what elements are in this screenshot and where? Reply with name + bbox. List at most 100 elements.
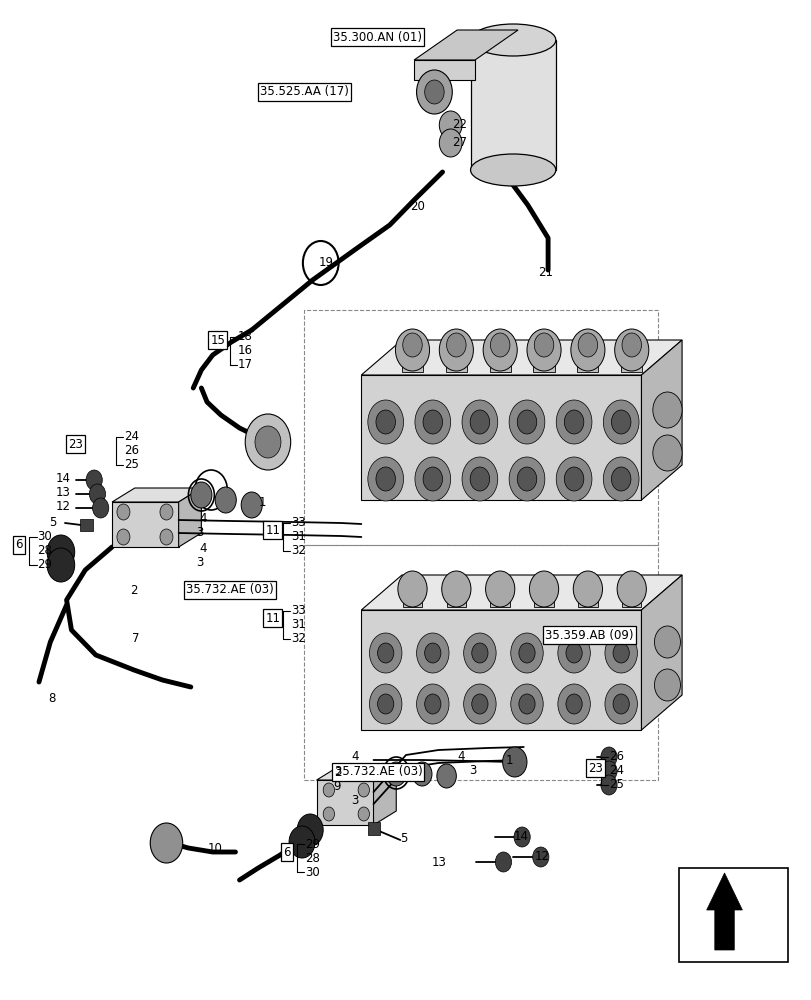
- Circle shape: [557, 633, 590, 673]
- Circle shape: [369, 684, 401, 724]
- Circle shape: [245, 414, 290, 470]
- Circle shape: [86, 470, 102, 490]
- Text: 9: 9: [333, 780, 341, 792]
- Bar: [445, 350, 466, 372]
- Ellipse shape: [151, 830, 182, 856]
- Circle shape: [502, 747, 526, 777]
- Circle shape: [358, 807, 369, 821]
- Text: 24: 24: [608, 764, 623, 778]
- Circle shape: [517, 467, 536, 491]
- Circle shape: [470, 410, 489, 434]
- Bar: [401, 350, 423, 372]
- Text: 4: 4: [200, 512, 207, 524]
- Text: 20: 20: [410, 200, 424, 214]
- Circle shape: [424, 80, 444, 104]
- Text: 24: 24: [124, 430, 139, 444]
- Text: 33: 33: [290, 604, 305, 617]
- Text: 5: 5: [400, 832, 407, 846]
- Circle shape: [386, 762, 406, 786]
- Text: 5: 5: [49, 516, 56, 530]
- Circle shape: [526, 329, 560, 371]
- Bar: [620, 350, 642, 372]
- Bar: [577, 350, 598, 372]
- Text: 3: 3: [351, 794, 358, 806]
- Circle shape: [150, 823, 182, 863]
- Circle shape: [495, 852, 511, 872]
- Circle shape: [463, 684, 496, 724]
- Text: 12: 12: [55, 499, 70, 512]
- Polygon shape: [641, 340, 681, 500]
- Circle shape: [603, 400, 638, 444]
- Circle shape: [439, 129, 461, 157]
- Text: 29: 29: [305, 838, 320, 850]
- Text: 26: 26: [124, 444, 139, 458]
- Text: 8: 8: [49, 692, 56, 704]
- Circle shape: [367, 457, 403, 501]
- Polygon shape: [706, 873, 741, 950]
- Circle shape: [611, 410, 630, 434]
- Text: 11: 11: [265, 611, 280, 624]
- Bar: [446, 589, 466, 607]
- Circle shape: [577, 333, 597, 357]
- Circle shape: [510, 633, 543, 673]
- Circle shape: [297, 814, 323, 846]
- Circle shape: [600, 775, 616, 795]
- Polygon shape: [361, 575, 681, 610]
- Text: 12: 12: [534, 850, 549, 863]
- Text: 6: 6: [282, 846, 290, 858]
- Circle shape: [89, 484, 105, 504]
- Circle shape: [446, 333, 466, 357]
- Text: 1: 1: [258, 495, 265, 508]
- Text: 31: 31: [290, 530, 305, 544]
- Circle shape: [358, 783, 369, 797]
- Text: 29: 29: [37, 558, 52, 572]
- Circle shape: [510, 684, 543, 724]
- Polygon shape: [414, 30, 517, 60]
- Circle shape: [423, 467, 442, 491]
- Text: 35.732.AE (03): 35.732.AE (03): [186, 584, 273, 596]
- Text: 27: 27: [452, 136, 466, 149]
- Circle shape: [508, 457, 544, 501]
- Text: 13: 13: [55, 486, 70, 498]
- Circle shape: [215, 487, 236, 513]
- Polygon shape: [641, 575, 681, 730]
- Circle shape: [424, 694, 440, 714]
- Circle shape: [471, 643, 487, 663]
- Text: 4: 4: [351, 750, 358, 764]
- Circle shape: [518, 643, 534, 663]
- Circle shape: [377, 694, 393, 714]
- Circle shape: [323, 807, 334, 821]
- Circle shape: [529, 571, 558, 607]
- Text: 30: 30: [37, 530, 52, 544]
- Bar: [470, 40, 556, 170]
- Circle shape: [517, 410, 536, 434]
- Bar: [577, 589, 597, 607]
- Circle shape: [490, 333, 509, 357]
- Text: 11: 11: [265, 524, 280, 536]
- Circle shape: [461, 457, 497, 501]
- Text: 14: 14: [513, 830, 528, 844]
- Ellipse shape: [470, 154, 555, 186]
- Circle shape: [461, 400, 497, 444]
- Circle shape: [654, 669, 680, 701]
- Circle shape: [652, 392, 681, 428]
- Circle shape: [375, 410, 395, 434]
- Polygon shape: [361, 340, 681, 375]
- Circle shape: [441, 571, 470, 607]
- Circle shape: [397, 571, 427, 607]
- Bar: [304, 545, 657, 780]
- Circle shape: [423, 410, 442, 434]
- Circle shape: [47, 548, 75, 582]
- Circle shape: [485, 571, 514, 607]
- Bar: [533, 350, 554, 372]
- Circle shape: [255, 426, 281, 458]
- Bar: [490, 589, 509, 607]
- Circle shape: [604, 684, 637, 724]
- Circle shape: [508, 400, 544, 444]
- Polygon shape: [373, 766, 396, 825]
- Circle shape: [570, 329, 604, 371]
- Circle shape: [414, 400, 450, 444]
- Text: 32: 32: [290, 544, 305, 558]
- Circle shape: [518, 694, 534, 714]
- Text: 23: 23: [587, 762, 602, 774]
